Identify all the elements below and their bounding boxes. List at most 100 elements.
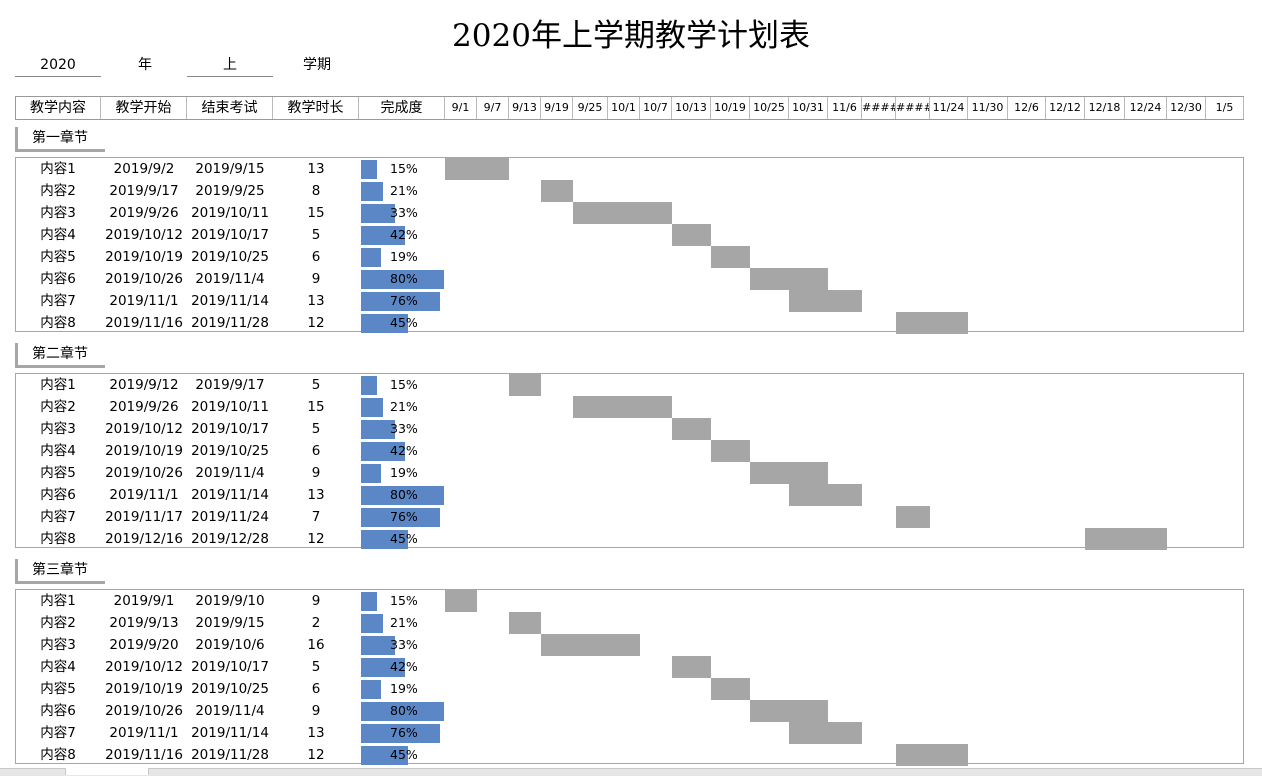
header-cell: 教学开始 xyxy=(101,97,187,119)
content-cell: 内容5 xyxy=(40,681,76,697)
end-date-cell: 2019/11/28 xyxy=(191,747,269,763)
progress-bar xyxy=(361,702,444,721)
duration-cell: 7 xyxy=(311,509,321,525)
content-cell: 内容3 xyxy=(40,637,76,653)
end-date-cell: 2019/9/15 xyxy=(195,161,265,177)
term-value[interactable]: 上 xyxy=(187,54,273,77)
table-row: 内容1 2019/9/1 2019/9/10 9 15% xyxy=(0,590,1262,612)
header-date-cell: 12/24 xyxy=(1125,97,1167,119)
progress-label: 42% xyxy=(390,659,418,674)
end-date-cell: 2019/10/11 xyxy=(191,399,269,415)
table-row: 内容4 2019/10/12 2019/10/17 5 42% xyxy=(0,224,1262,246)
progress-label: 80% xyxy=(390,703,418,718)
start-date-cell: 2019/9/20 xyxy=(109,637,179,653)
table-row: 内容6 2019/10/26 2019/11/4 9 80% xyxy=(0,268,1262,290)
start-date-cell: 2019/9/13 xyxy=(109,615,179,631)
end-date-cell: 2019/11/4 xyxy=(195,271,265,287)
content-cell: 内容6 xyxy=(40,271,76,287)
progress-bar xyxy=(361,680,381,699)
end-date-cell: 2019/10/17 xyxy=(191,659,269,675)
start-date-cell: 2019/10/12 xyxy=(105,421,183,437)
start-date-cell: 2019/10/26 xyxy=(105,703,183,719)
progress-label: 19% xyxy=(390,681,418,696)
duration-cell: 5 xyxy=(311,227,321,243)
header-cell: 完成度 xyxy=(359,97,445,119)
table-row: 内容5 2019/10/19 2019/10/25 6 19% xyxy=(0,678,1262,700)
end-date-cell: 2019/9/15 xyxy=(195,615,265,631)
header-cell: 教学内容 xyxy=(15,97,101,119)
gantt-bar xyxy=(896,506,930,528)
end-date-cell: 2019/10/25 xyxy=(191,249,269,265)
progress-label: 33% xyxy=(390,421,418,436)
start-date-cell: 2019/10/12 xyxy=(105,659,183,675)
header-date-cell: 12/12 xyxy=(1046,97,1085,119)
gantt-bar xyxy=(672,418,711,440)
start-date-cell: 2019/11/1 xyxy=(109,487,179,503)
header-date-cell: 11/6 xyxy=(828,97,862,119)
duration-cell: 13 xyxy=(307,487,325,503)
chapter-label: 第一章节 xyxy=(15,127,105,152)
table-row: 内容7 2019/11/1 2019/11/14 13 76% xyxy=(0,722,1262,744)
duration-cell: 5 xyxy=(311,659,321,675)
duration-cell: 9 xyxy=(311,465,321,481)
end-date-cell: 2019/11/14 xyxy=(191,293,269,309)
header-date-cell: 10/13 xyxy=(672,97,711,119)
end-date-cell: 2019/11/14 xyxy=(191,725,269,741)
progress-bar xyxy=(361,420,395,439)
gantt-bar xyxy=(573,202,672,224)
header-date-cell: 12/6 xyxy=(1008,97,1046,119)
content-cell: 内容4 xyxy=(40,659,76,675)
gantt-bar xyxy=(750,462,828,484)
duration-cell: 9 xyxy=(311,271,321,287)
sheet-tab[interactable] xyxy=(65,768,149,775)
header-cell: 结束考试 xyxy=(187,97,273,119)
progress-bar xyxy=(361,160,377,179)
duration-cell: 5 xyxy=(311,421,321,437)
year-value[interactable]: 2020 xyxy=(15,54,101,77)
progress-bar xyxy=(361,442,405,461)
end-date-cell: 2019/11/24 xyxy=(191,509,269,525)
content-cell: 内容7 xyxy=(40,293,76,309)
gantt-bar xyxy=(711,440,750,462)
progress-label: 80% xyxy=(390,487,418,502)
duration-cell: 6 xyxy=(311,681,321,697)
table-row: 内容3 2019/9/20 2019/10/6 16 33% xyxy=(0,634,1262,656)
header-date-cell: 9/19 xyxy=(541,97,573,119)
gantt-bar xyxy=(789,290,862,312)
start-date-cell: 2019/10/26 xyxy=(105,465,183,481)
content-cell: 内容7 xyxy=(40,509,76,525)
end-date-cell: 2019/10/25 xyxy=(191,681,269,697)
term-label: 学期 xyxy=(303,57,331,73)
gantt-bar xyxy=(672,656,711,678)
gantt-bar xyxy=(789,484,862,506)
header-date-cell: 10/7 xyxy=(640,97,672,119)
end-date-cell: 2019/10/25 xyxy=(191,443,269,459)
table-row: 内容8 2019/11/16 2019/11/28 12 45% xyxy=(0,312,1262,334)
gantt-bar xyxy=(509,612,541,634)
end-date-cell: 2019/10/17 xyxy=(191,421,269,437)
header-date-cell: 1/5 xyxy=(1206,97,1244,119)
progress-bar xyxy=(361,270,444,289)
end-date-cell: 2019/9/10 xyxy=(195,593,265,609)
header-date-cell: 10/25 xyxy=(750,97,789,119)
content-cell: 内容5 xyxy=(40,465,76,481)
table-row: 内容4 2019/10/19 2019/10/25 6 42% xyxy=(0,440,1262,462)
table-row: 内容7 2019/11/17 2019/11/24 7 76% xyxy=(0,506,1262,528)
start-date-cell: 2019/9/2 xyxy=(113,161,175,177)
progress-bar xyxy=(361,486,444,505)
end-date-cell: 2019/9/17 xyxy=(195,377,265,393)
year-label: 年 xyxy=(138,57,152,73)
duration-cell: 8 xyxy=(311,183,321,199)
progress-bar xyxy=(361,376,377,395)
header-date-cell: 12/18 xyxy=(1085,97,1125,119)
header-cell: 教学时长 xyxy=(273,97,359,119)
progress-bar xyxy=(361,614,383,633)
progress-label: 19% xyxy=(390,465,418,480)
content-cell: 内容6 xyxy=(40,487,76,503)
gantt-bar xyxy=(789,722,862,744)
progress-label: 15% xyxy=(390,161,418,176)
progress-label: 42% xyxy=(390,443,418,458)
start-date-cell: 2019/10/19 xyxy=(105,443,183,459)
duration-cell: 6 xyxy=(311,249,321,265)
end-date-cell: 2019/11/28 xyxy=(191,315,269,331)
